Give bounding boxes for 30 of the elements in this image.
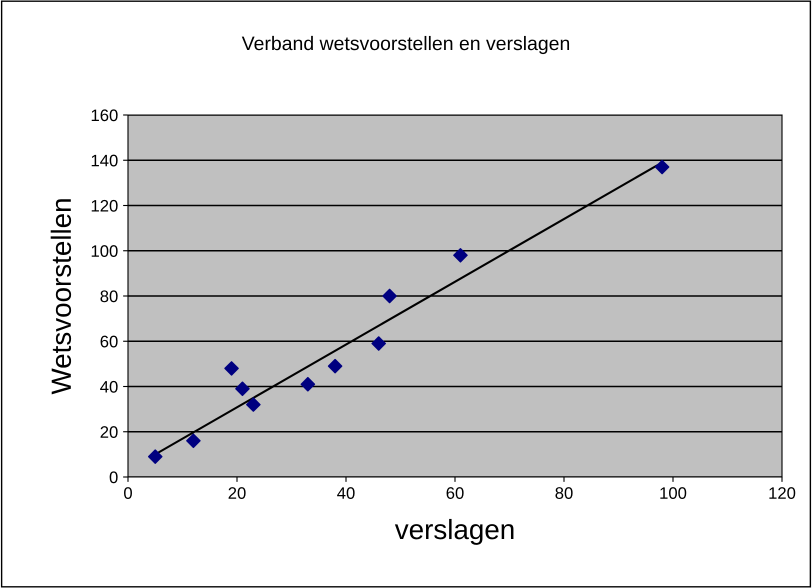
point [371, 336, 386, 351]
x-tick-label: 60 [446, 487, 464, 499]
y-tick-label: 20 [100, 426, 118, 438]
point [148, 449, 163, 464]
y-tick-label: 120 [92, 200, 118, 212]
y-tick-label: 140 [92, 154, 118, 166]
y-tick-label: 160 [92, 109, 118, 122]
y-tick-label: 40 [100, 380, 118, 393]
x-tick-label: 20 [228, 487, 246, 499]
y-tick-label: 60 [100, 336, 118, 348]
point [654, 160, 670, 174]
x-tick-label: 100 [660, 487, 686, 499]
point [328, 358, 342, 374]
y-tick-label: 100 [92, 245, 118, 257]
point [246, 397, 261, 412]
x-axis-title: verslagen [394, 518, 514, 545]
point [382, 288, 397, 304]
point [224, 361, 239, 376]
x-tick-label: 0 [124, 487, 132, 499]
y-tick-label: 0 [110, 471, 118, 484]
y-tick-label: 80 [100, 290, 118, 302]
point [453, 248, 468, 263]
point [300, 376, 316, 392]
chart-title: Verband wetsvoorstellen en verslagen [242, 36, 570, 54]
y-axis-title: Wetsvoorstellen [50, 199, 72, 394]
x-tick-label: 120 [769, 487, 796, 499]
x-tick-label: 80 [555, 487, 573, 499]
x-tick-label: 40 [337, 487, 355, 499]
point [235, 381, 250, 396]
point [186, 434, 201, 448]
